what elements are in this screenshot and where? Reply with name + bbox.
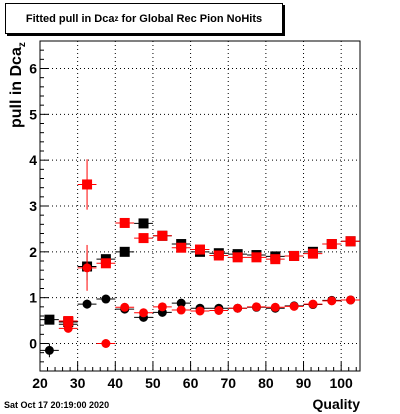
y-axis-label: pull in Dcaz: [7, 42, 29, 129]
circle-marker: [82, 299, 92, 309]
chart-title-subscript: z: [114, 14, 119, 23]
y-tick-label: 1: [29, 290, 37, 306]
square-marker: [307, 248, 318, 259]
chart-title: Fitted pull in Dca z for Global Rec Pion …: [5, 3, 283, 34]
y-tick-label: 2: [29, 244, 37, 260]
square-marker: [232, 252, 243, 263]
square-marker: [289, 250, 300, 261]
axis-ticks: [39, 49, 357, 371]
square-marker: [119, 217, 130, 228]
square-marker: [100, 258, 111, 269]
x-tick-label: 30: [70, 375, 86, 391]
square-marker: [82, 179, 93, 190]
circle-marker: [63, 323, 73, 333]
circle-marker: [233, 303, 243, 313]
circle-marker: [44, 345, 54, 355]
circle-marker: [120, 302, 130, 312]
x-tick-label: 20: [32, 375, 48, 391]
circle-marker: [139, 308, 149, 318]
circle-marker: [101, 339, 111, 348]
circle-marker: [270, 302, 280, 312]
circle-marker: [157, 302, 167, 312]
circle-marker: [251, 302, 261, 312]
timestamp: Sat Oct 17 20:19:00 2020: [4, 400, 110, 410]
x-tick-label: 50: [145, 375, 161, 391]
square-marker: [138, 233, 149, 244]
circle-marker: [346, 295, 356, 305]
x-tick-label: 100: [329, 375, 353, 391]
circle-marker: [101, 294, 111, 304]
circle-marker: [289, 301, 299, 311]
circle-marker: [176, 298, 186, 308]
square-marker: [326, 239, 337, 250]
data-points: [40, 159, 360, 358]
y-tick-label: 5: [29, 106, 37, 122]
circle-marker: [195, 306, 205, 316]
square-marker: [138, 218, 149, 229]
y-tick-label: 3: [29, 198, 37, 214]
square-marker: [176, 242, 187, 253]
circle-marker: [327, 296, 337, 306]
square-marker: [157, 230, 168, 241]
chart-title-suffix: for Global Rec Pion NoHits: [118, 12, 263, 25]
x-tick-label: 90: [296, 375, 312, 391]
circle-marker: [308, 299, 318, 309]
square-marker: [195, 244, 205, 255]
y-tick-label: 6: [29, 61, 37, 77]
x-tick-label: 70: [220, 375, 236, 391]
y-tick-label: 0: [29, 336, 37, 352]
circle-marker: [176, 305, 186, 315]
square-marker: [119, 246, 130, 257]
y-tick-label: 4: [29, 152, 37, 168]
square-marker: [345, 236, 356, 247]
x-tick-label: 60: [183, 375, 199, 391]
circle-marker: [214, 306, 224, 315]
chart-title-main: Fitted pull in Dca: [25, 12, 115, 25]
x-tick-label: 40: [108, 375, 124, 391]
square-marker: [270, 254, 281, 265]
square-marker: [251, 252, 262, 263]
tick-labels: 20 30 40 50 60 70 80 90 100 0 1 2 3 4 5 6: [29, 61, 353, 392]
x-tick-label: 80: [258, 375, 274, 391]
square-marker: [63, 316, 74, 327]
x-axis-label: Quality: [312, 396, 360, 412]
circle-marker: [82, 263, 92, 273]
square-marker: [44, 314, 55, 325]
square-marker: [213, 250, 224, 261]
